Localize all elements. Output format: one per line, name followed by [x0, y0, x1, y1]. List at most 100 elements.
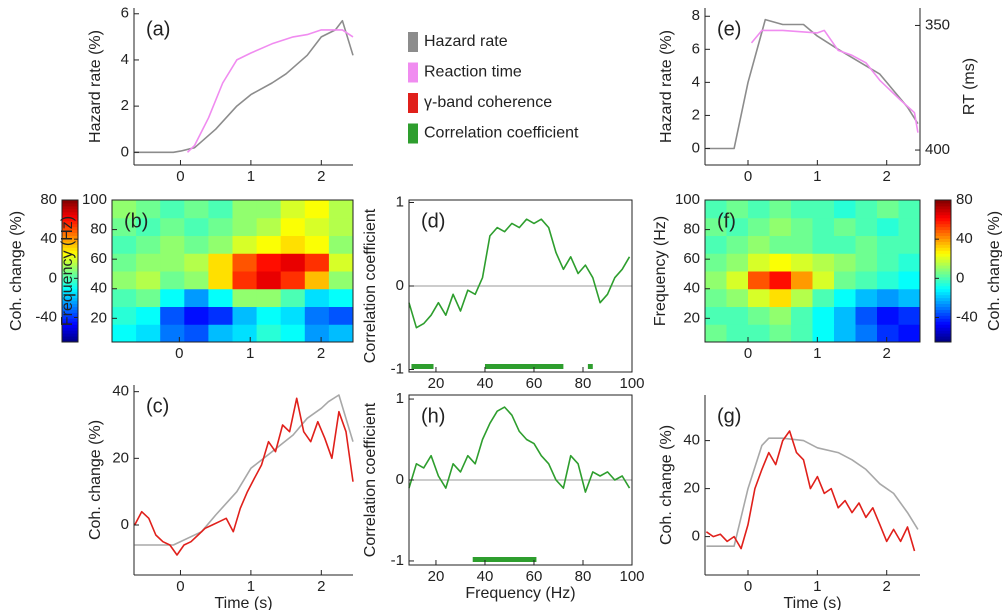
x-tick-label: 80 — [575, 568, 592, 585]
colorbar-segment — [62, 226, 78, 231]
colorbar-segment — [935, 282, 951, 287]
heatmap-cell — [232, 253, 258, 272]
y-tick-label: 6 — [692, 40, 700, 57]
series-line — [134, 394, 354, 546]
colorbar-segment — [935, 247, 951, 251]
x-axis-label: Time (s) — [214, 595, 272, 610]
series-line — [706, 437, 919, 547]
colorbar-segment — [935, 265, 951, 269]
heatmap-cell — [791, 271, 813, 290]
colorbar-segment — [62, 306, 78, 310]
colorbar-segment — [62, 288, 78, 293]
heatmap-cell — [812, 200, 835, 219]
heatmap-cell — [855, 217, 878, 236]
heatmap-cell — [256, 324, 282, 343]
x-tick-label: 0 — [175, 345, 183, 362]
heatmap-cell — [328, 288, 354, 307]
heatmap-cell — [208, 324, 233, 343]
heatmap-cell — [898, 288, 921, 307]
heatmap-cell — [705, 324, 727, 343]
heatmap-cell — [160, 324, 185, 343]
heatmap-cell — [877, 324, 899, 343]
heatmap-cell — [328, 324, 354, 343]
colorbar-segment — [935, 253, 951, 257]
heatmap-cell — [834, 217, 856, 236]
colorbar-segment — [935, 211, 951, 216]
heatmap-cell — [769, 306, 792, 325]
y-axis-label: Hazard rate (%) — [658, 30, 675, 143]
x-tick-label: 1 — [246, 345, 254, 362]
colorbar-segment — [935, 200, 951, 204]
heatmap-cell — [834, 324, 856, 343]
y-tick-label: 2 — [121, 97, 129, 114]
colorbar-segment — [935, 300, 951, 305]
colorbar-segment — [62, 259, 78, 263]
colorbar-segment — [62, 330, 78, 334]
colorbar-tick-label: 40 — [956, 230, 973, 247]
heatmap-cell — [855, 288, 878, 307]
y-axis-label: Correlation coefficient — [362, 208, 379, 363]
heatmap-cell — [791, 217, 813, 236]
heatmap-cell — [136, 306, 161, 325]
colorbar-segment — [62, 300, 78, 305]
colorbar-segment — [62, 268, 78, 272]
heatmap-cell — [748, 288, 770, 307]
heatmap-cell — [112, 288, 137, 307]
heatmap-cell — [184, 217, 209, 236]
y-tick-label: 60 — [683, 250, 700, 267]
y-tick-label: 60 — [90, 250, 107, 267]
colorbar-segment — [62, 244, 78, 248]
heatmap-cell — [898, 253, 921, 272]
heatmap-cell — [184, 324, 209, 343]
heatmap-cell — [136, 324, 161, 343]
series-line — [408, 406, 631, 493]
heatmap-cell — [812, 288, 835, 307]
heatmap-cell — [136, 200, 161, 219]
colorbar-segment — [935, 336, 951, 340]
heatmap-cell — [726, 253, 749, 272]
heatmap-cell — [112, 217, 137, 236]
legend-label: γ-band coherence — [424, 94, 552, 111]
y-axis-label: Frequency (Hz) — [59, 216, 76, 326]
colorbar-segment — [62, 333, 78, 337]
y-tick-label: 2 — [692, 106, 700, 123]
heatmap-cell — [726, 324, 749, 343]
colorbar-tick-label: -40 — [35, 308, 57, 325]
panel-label: (f) — [717, 210, 736, 232]
colorbar-segment — [935, 339, 951, 343]
colorbar-frame — [934, 199, 952, 343]
x-tick-label: 2 — [883, 345, 891, 362]
colorbar-segment — [935, 226, 951, 231]
panel-label: (b) — [124, 210, 148, 232]
heatmap-cell — [791, 324, 813, 343]
legend-swatch — [408, 123, 418, 144]
heatmap-cell — [791, 288, 813, 307]
heatmap-cell — [877, 235, 899, 254]
heatmap-cell — [232, 200, 258, 219]
x-tick-label: 2 — [317, 345, 325, 362]
y-tick-label: 40 — [90, 280, 107, 297]
y-axis-label: Coh. change (%) — [658, 425, 675, 545]
colorbar-segment — [62, 217, 78, 222]
colorbar-tick-label: -40 — [956, 308, 978, 325]
x-tick-label: 60 — [526, 568, 543, 585]
colorbar-segment — [935, 268, 951, 272]
colorbar-segment — [935, 241, 951, 245]
heatmap-cell — [208, 200, 233, 219]
x-tick-label: 1 — [813, 345, 821, 362]
y-tick-label: 20 — [683, 480, 700, 497]
heatmap-cell — [898, 306, 921, 325]
heatmap-cell — [112, 253, 137, 272]
plot-frame — [111, 199, 354, 343]
x-tick-label: 0 — [744, 168, 752, 185]
colorbar-segment — [935, 220, 951, 225]
colorbar-tick-label: 80 — [956, 191, 973, 208]
heatmap-cell — [328, 235, 354, 254]
significance-bar — [411, 364, 434, 369]
x-axis-label: Time (s) — [783, 595, 841, 610]
heatmap-cell — [855, 271, 878, 290]
colorbar-segment — [62, 336, 78, 340]
heatmap-cell — [705, 288, 727, 307]
heatmap-cell — [855, 306, 878, 325]
x-tick-label: 1 — [247, 168, 255, 185]
